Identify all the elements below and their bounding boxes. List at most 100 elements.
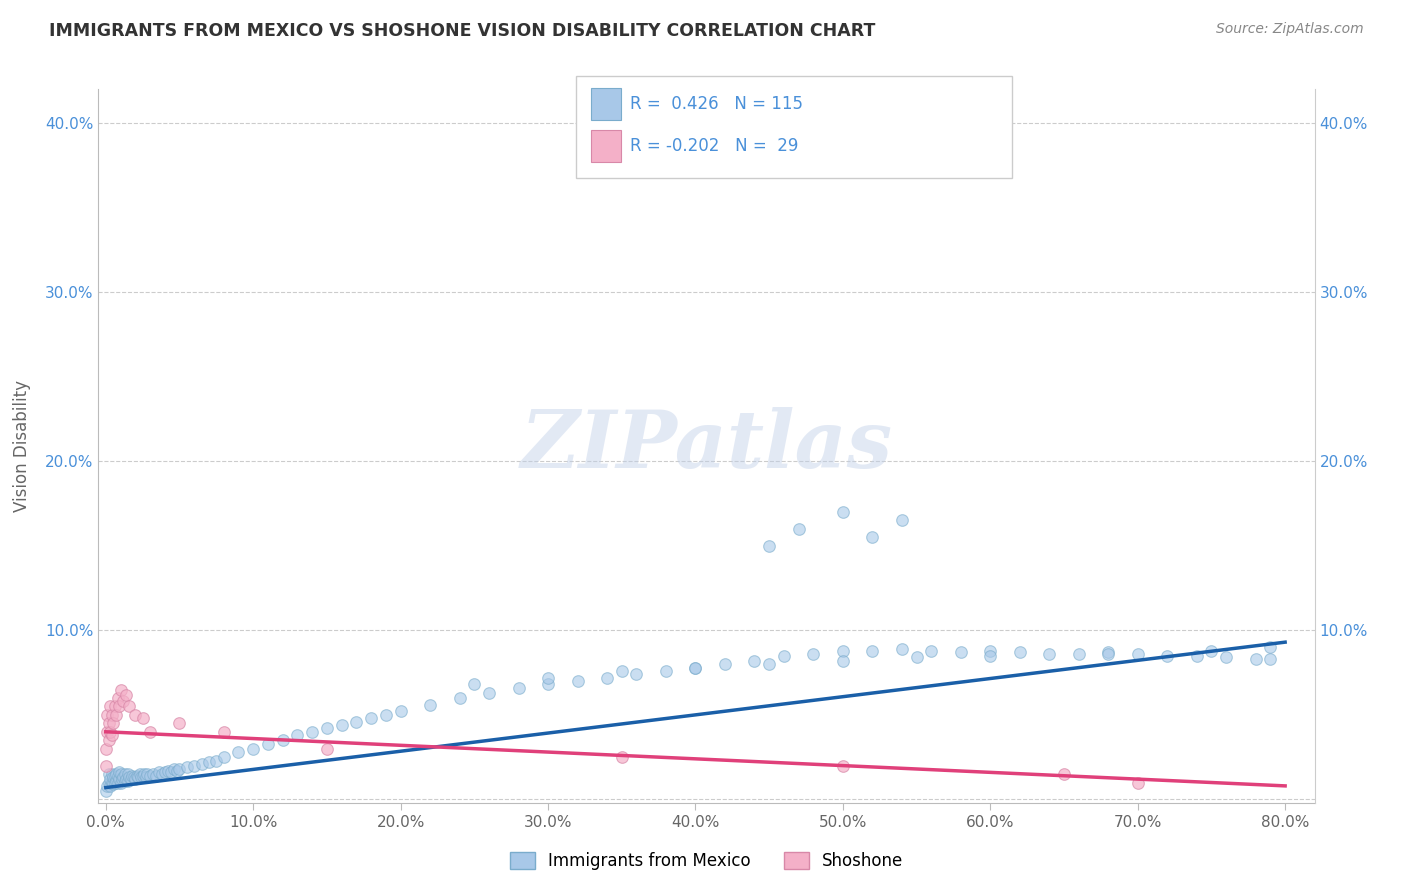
Point (176, 760, 198, 774)
Point (1038, 647, 1060, 661)
Point (101, 716, 124, 731)
Point (94, 758, 117, 772)
Y-axis label: Vision Disability: Vision Disability (13, 380, 31, 512)
Point (139, 769, 162, 783)
Point (1215, 650, 1237, 665)
Point (135, 771, 157, 785)
Point (1260, 640, 1282, 655)
Point (831, 758, 853, 772)
Point (153, 765, 176, 780)
Point (831, 643, 853, 657)
Point (803, 647, 825, 661)
Point (108, 772, 131, 786)
Point (105, 767, 128, 781)
Point (110, 767, 132, 781)
Point (228, 745, 250, 759)
Point (117, 767, 139, 781)
Point (105, 707, 128, 722)
Point (104, 775, 127, 789)
Point (100, 767, 122, 781)
Point (626, 667, 648, 681)
Point (1244, 652, 1267, 666)
Point (1260, 652, 1282, 666)
Point (166, 764, 188, 778)
Point (212, 750, 235, 764)
Point (96, 779, 118, 793)
Point (714, 657, 737, 672)
Point (610, 750, 633, 764)
Point (1185, 648, 1208, 663)
Point (205, 754, 228, 768)
Point (920, 643, 942, 657)
Point (98, 699, 121, 714)
Point (655, 664, 678, 678)
Point (131, 769, 153, 783)
Point (271, 733, 294, 747)
Point (508, 681, 530, 695)
Point (831, 654, 853, 668)
Point (773, 648, 796, 663)
Point (145, 769, 167, 783)
Point (96, 724, 118, 739)
Point (890, 513, 912, 527)
Point (389, 705, 412, 719)
Point (122, 771, 145, 785)
Point (114, 767, 136, 781)
Point (121, 769, 143, 783)
Point (287, 728, 309, 742)
Text: R =  0.426   N = 115: R = 0.426 N = 115 (630, 95, 803, 113)
Point (537, 677, 560, 691)
Point (1156, 648, 1178, 663)
Point (758, 657, 780, 672)
Point (118, 699, 141, 714)
Point (890, 641, 912, 656)
Point (758, 539, 780, 553)
Point (212, 724, 235, 739)
Point (156, 764, 179, 778)
Point (114, 773, 136, 788)
Point (1053, 767, 1076, 781)
Point (129, 771, 152, 785)
Point (360, 711, 382, 725)
Legend: Immigrants from Mexico, Shoshone: Immigrants from Mexico, Shoshone (503, 845, 910, 877)
Point (100, 707, 122, 722)
Point (110, 775, 132, 789)
Point (115, 688, 138, 702)
Point (787, 522, 810, 536)
Point (128, 767, 150, 781)
Point (301, 724, 323, 739)
Point (979, 643, 1001, 657)
Point (1126, 775, 1149, 789)
Point (159, 765, 181, 780)
Point (118, 771, 141, 785)
Point (139, 724, 162, 739)
Point (183, 758, 205, 772)
Point (1097, 647, 1119, 661)
Point (107, 690, 129, 705)
Point (537, 671, 560, 685)
Point (744, 654, 766, 668)
Text: ZIPatlas: ZIPatlas (520, 408, 893, 484)
Point (685, 660, 707, 674)
Point (1008, 645, 1031, 659)
Point (97, 775, 120, 789)
Point (136, 767, 159, 781)
Point (344, 714, 367, 729)
Text: Source: ZipAtlas.com: Source: ZipAtlas.com (1216, 22, 1364, 37)
Point (463, 677, 485, 691)
Point (685, 660, 707, 674)
Text: IMMIGRANTS FROM MEXICO VS SHOSHONE VISION DISABILITY CORRELATION CHART: IMMIGRANTS FROM MEXICO VS SHOSHONE VISIO… (49, 22, 876, 40)
Point (949, 645, 972, 659)
Point (979, 648, 1001, 663)
Text: R = -0.202   N =  29: R = -0.202 N = 29 (630, 137, 799, 155)
Point (905, 650, 928, 665)
Point (567, 674, 589, 689)
Point (108, 699, 131, 714)
Point (94, 784, 117, 798)
Point (1097, 645, 1119, 659)
Point (104, 699, 127, 714)
Point (124, 707, 146, 722)
Point (96, 707, 118, 722)
Point (449, 690, 471, 705)
Point (101, 777, 124, 791)
